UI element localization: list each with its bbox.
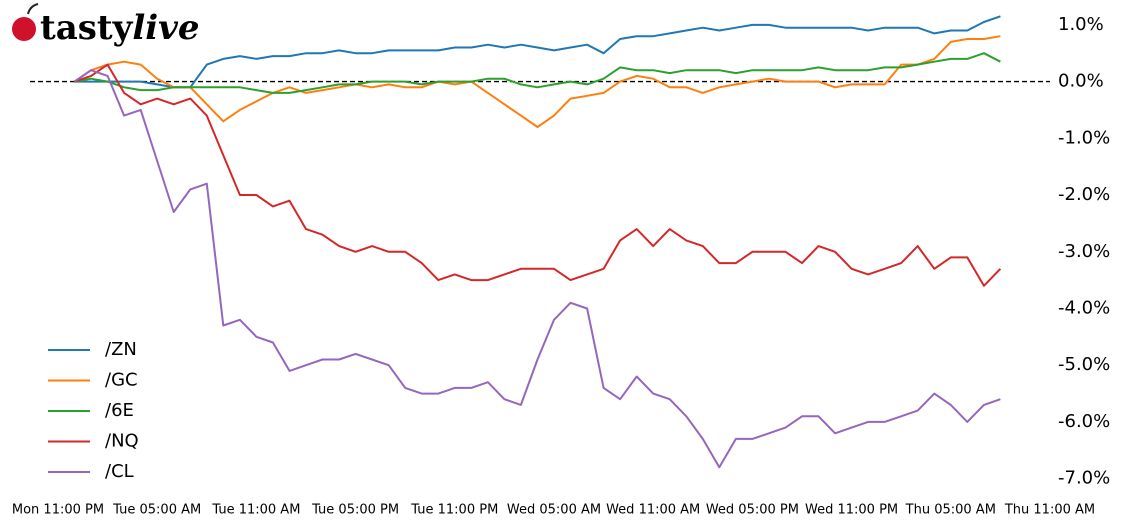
logo-bold: tasty (40, 8, 134, 48)
legend-label: /ZN (105, 339, 137, 360)
logo-italic: live (132, 8, 199, 48)
logo-stem (27, 3, 39, 15)
legend-label: /NQ (105, 431, 139, 452)
x-tick-label: Thu 05:00 AM (905, 503, 996, 518)
series-line (74, 63, 1002, 287)
series-line (73, 35, 1001, 128)
y-tick-label: -3.0% (1058, 241, 1110, 262)
logo: tastylive (12, 3, 200, 48)
logo-cherry (12, 17, 36, 41)
x-tick-label: Tue 05:00 AM (112, 503, 201, 518)
y-tick-label: -4.0% (1058, 297, 1110, 318)
x-tick-label: Wed 11:00 AM (606, 503, 700, 518)
x-tick-label: Tue 11:00 AM (211, 503, 300, 518)
legend-label: /GC (105, 370, 138, 391)
x-tick-label: Thu 11:00 AM (1004, 503, 1095, 518)
series-line (74, 52, 1001, 94)
x-tick-label: Mon 11:00 PM (12, 503, 104, 518)
y-tick-label: 0.0% (1058, 71, 1104, 92)
series-line (73, 69, 1001, 469)
y-tick-label: -6.0% (1058, 411, 1110, 432)
x-tick-label: Tue 05:00 PM (311, 503, 399, 518)
legend-label: /CL (105, 461, 134, 482)
x-tick-label: Tue 11:00 PM (410, 503, 498, 518)
x-tick-label: Wed 11:00 PM (805, 503, 898, 518)
legend-label: /6E (105, 400, 134, 421)
y-tick-label: -1.0% (1058, 127, 1110, 148)
y-tick-label: -7.0% (1058, 468, 1110, 489)
series-line (74, 15, 1001, 89)
y-tick-label: -2.0% (1058, 184, 1110, 205)
logo-text: tastylive (40, 8, 200, 48)
x-tick-label: Wed 05:00 PM (706, 503, 799, 518)
x-tick-label: Wed 05:00 AM (507, 503, 601, 518)
y-tick-label: 1.0% (1058, 14, 1104, 35)
y-tick-label: -5.0% (1058, 354, 1110, 375)
